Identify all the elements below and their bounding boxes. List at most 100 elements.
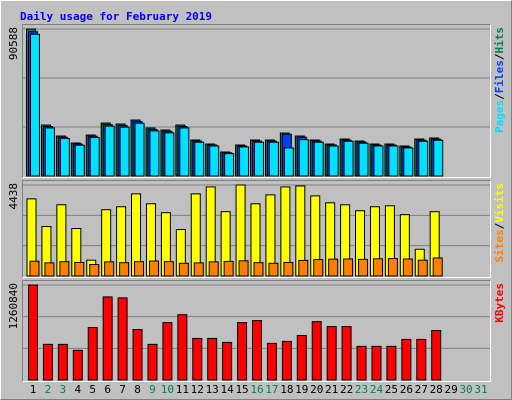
bar <box>341 326 352 381</box>
x-tick-label: 23 <box>355 383 368 396</box>
bar <box>372 258 383 277</box>
bar <box>117 297 128 381</box>
legend: Pages/Files/Hits <box>493 27 506 133</box>
bar <box>313 259 324 277</box>
chart-title: Daily usage for February 2019 <box>20 10 212 23</box>
bar <box>401 338 412 381</box>
bar <box>209 145 220 177</box>
legend-entry: Visits <box>493 183 506 223</box>
x-tick-label: 18 <box>280 383 293 396</box>
bar <box>358 258 369 277</box>
x-tick-label: 27 <box>415 383 428 396</box>
panel-edge <box>22 24 491 178</box>
bar <box>104 261 115 277</box>
bar <box>432 257 443 277</box>
x-tick-label: 7 <box>119 383 126 396</box>
bar <box>179 127 190 177</box>
x-tick-label: 2 <box>45 383 52 396</box>
bar <box>102 296 113 381</box>
bar <box>178 262 189 277</box>
bar <box>30 33 40 177</box>
bar <box>431 330 442 381</box>
bar <box>74 261 85 277</box>
bar <box>44 262 55 277</box>
bar <box>193 262 204 277</box>
y-tick-label: 4438 <box>7 183 20 210</box>
x-tick-label: 25 <box>385 383 398 396</box>
legend-separator: / <box>493 93 506 100</box>
bar <box>356 345 367 381</box>
bar <box>281 340 292 381</box>
bar <box>298 259 309 277</box>
bar <box>42 343 53 381</box>
bar <box>387 258 398 277</box>
legend-separator: / <box>493 222 506 229</box>
bar <box>417 259 428 277</box>
bar <box>358 142 369 177</box>
bar <box>89 264 100 277</box>
bar <box>268 141 279 177</box>
x-tick-label: 1 <box>30 383 37 396</box>
x-tick-label: 28 <box>430 383 443 396</box>
x-tick-label: 26 <box>400 383 413 396</box>
bar <box>59 138 70 177</box>
x-tick-label: 3 <box>60 383 67 396</box>
bar <box>328 258 339 277</box>
bar <box>296 334 307 381</box>
bar <box>134 122 145 177</box>
x-tick-label: 8 <box>134 383 141 396</box>
bar <box>266 342 277 381</box>
bar <box>238 260 249 277</box>
bar <box>28 284 38 381</box>
panel-edge <box>22 280 491 382</box>
bar <box>402 258 413 277</box>
bar <box>416 338 427 381</box>
x-tick-label: 16 <box>250 383 263 396</box>
x-tick-label: 17 <box>265 383 278 396</box>
x-tick-label: 5 <box>89 383 96 396</box>
x-tick-label: 6 <box>104 383 111 396</box>
x-tick-label: 15 <box>235 383 248 396</box>
bar <box>148 260 159 277</box>
bar <box>29 260 40 277</box>
bar <box>72 349 83 381</box>
bar <box>207 337 218 381</box>
x-tick-label: 20 <box>310 383 323 396</box>
bar <box>164 132 175 177</box>
bar <box>224 153 235 177</box>
bar <box>328 145 339 177</box>
legend: KBytes <box>493 283 506 323</box>
x-tick-label: 9 <box>149 383 156 396</box>
x-tick-label: 12 <box>191 383 204 396</box>
bar <box>132 329 143 381</box>
bar <box>386 345 397 381</box>
bar <box>403 147 414 177</box>
panel-edge <box>22 180 491 278</box>
x-tick-label: 14 <box>221 383 235 396</box>
bar <box>326 326 337 381</box>
bar <box>237 322 248 381</box>
bar <box>373 145 384 177</box>
x-tick-label: 29 <box>445 383 458 396</box>
legend-separator: / <box>493 53 506 60</box>
bar <box>74 144 85 177</box>
bar <box>87 327 98 381</box>
bar <box>104 125 115 177</box>
bar <box>208 261 219 277</box>
bar <box>418 140 429 177</box>
x-tick-label: 21 <box>325 383 338 396</box>
legend-entry: Hits <box>493 27 506 54</box>
legend: Sites/Visits <box>493 183 506 263</box>
x-tick-label: 13 <box>206 383 219 396</box>
bar <box>162 322 173 381</box>
x-tick-label: 4 <box>74 383 81 396</box>
bar <box>134 261 145 277</box>
legend-entry: Files <box>493 60 506 93</box>
legend-entry: Pages <box>493 100 506 133</box>
x-tick-label: 22 <box>340 383 353 396</box>
bar <box>57 343 68 381</box>
x-tick-label: 10 <box>161 383 174 396</box>
